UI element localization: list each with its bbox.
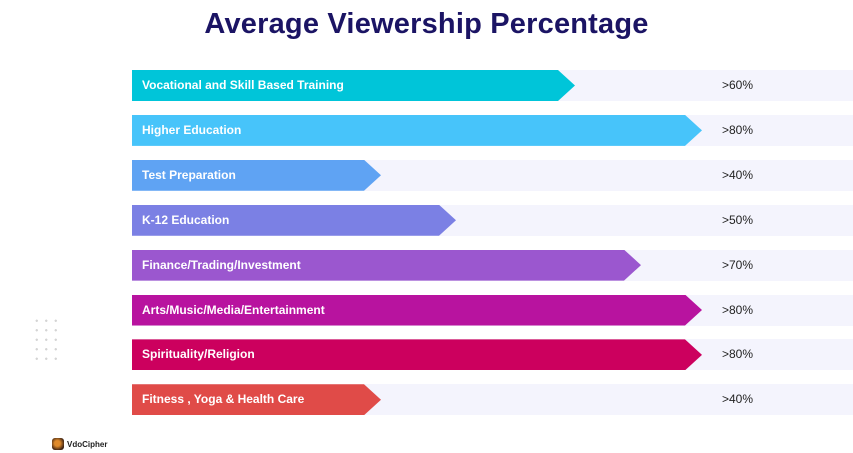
- brand-name: VdoCipher: [67, 439, 108, 449]
- vdocipher-logo-icon: [52, 438, 64, 450]
- value-label: >80%: [722, 347, 754, 362]
- bar-row: Fitness , Yoga & Health Care >40%: [132, 384, 853, 416]
- value-label: >40%: [722, 167, 754, 182]
- bar-row: Arts/Music/Media/Entertainment >80%: [132, 294, 853, 326]
- value-label: >60%: [722, 78, 754, 92]
- bar: [132, 384, 381, 416]
- bar-row: Vocational and Skill Based Training >60%: [132, 70, 853, 101]
- bar-label: K-12 Education: [142, 212, 230, 227]
- bar-label: Higher Education: [142, 122, 242, 137]
- bar: [132, 159, 381, 191]
- value-label: >50%: [722, 212, 754, 227]
- bar-label: Arts/Music/Media/Entertainment: [142, 302, 325, 317]
- chart-title: Average Viewership Percentage: [204, 8, 649, 40]
- bar-row: Higher Education >80%: [132, 114, 853, 146]
- brand-logo: VdoCipher: [52, 438, 107, 450]
- value-label: >80%: [722, 302, 754, 317]
- bar: [132, 114, 702, 146]
- value-label: >70%: [722, 257, 754, 272]
- value-label: >40%: [722, 392, 754, 407]
- bar-row: Finance/Trading/Investment >70%: [132, 249, 853, 281]
- bar: [132, 294, 702, 326]
- bar-row: Test Preparation >40%: [132, 159, 853, 191]
- bar: [132, 204, 456, 236]
- bar-label: Fitness , Yoga & Health Care: [142, 392, 305, 407]
- bar-row: K-12 Education >50%: [132, 204, 853, 236]
- bar: [132, 70, 575, 101]
- bar-label: Spirituality/Religion: [142, 347, 255, 362]
- bar-label: Vocational and Skill Based Training: [142, 78, 344, 92]
- bar-label: Finance/Trading/Investment: [142, 257, 301, 272]
- bar-label: Test Preparation: [142, 167, 236, 182]
- bar: [132, 339, 702, 371]
- value-label: >80%: [722, 122, 754, 137]
- bar: [132, 249, 641, 281]
- decorative-dot-grid: [32, 316, 64, 364]
- bar-row: Spirituality/Religion >80%: [132, 339, 853, 371]
